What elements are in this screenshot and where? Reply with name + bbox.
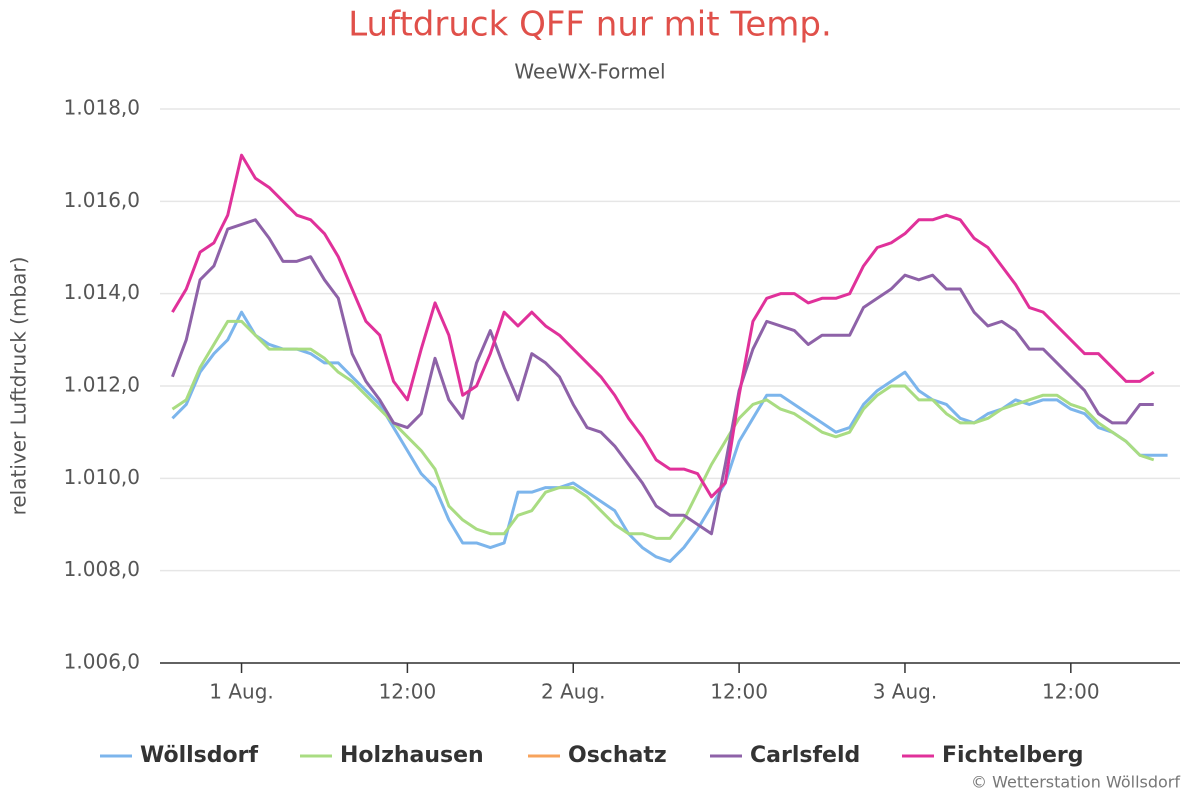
legend-label: Holzhausen (340, 743, 484, 768)
series-line (171, 319, 1155, 540)
y-tick-label: 1.014,0 (64, 280, 140, 304)
credits: © Wetterstation Wöllsdorf (971, 773, 1180, 792)
y-tick-label: 1.006,0 (64, 650, 140, 674)
x-tick-label: 2 Aug. (541, 680, 606, 704)
x-tick-label: 1 Aug. (209, 680, 274, 704)
x-tick-label: 12:00 (1042, 680, 1100, 704)
chart-title: Luftdruck QFF nur mit Temp. (348, 5, 832, 45)
chart-subtitle: WeeWX-Formel (514, 60, 665, 84)
y-tick-label: 1.010,0 (64, 465, 140, 489)
y-tick-label: 1.008,0 (64, 557, 140, 581)
legend-label: Fichtelberg (942, 743, 1084, 768)
x-tick-label: 12:00 (710, 680, 768, 704)
y-tick-label: 1.018,0 (64, 96, 140, 120)
legend-label: Carlsfeld (750, 743, 860, 768)
y-tick-label: 1.016,0 (64, 188, 140, 212)
y-axis-label: relativer Luftdruck (mbar) (7, 257, 31, 516)
x-tick-label: 3 Aug. (873, 680, 938, 704)
series-line (171, 153, 1155, 499)
legend-label: Wöllsdorf (140, 743, 258, 768)
y-tick-label: 1.012,0 (64, 373, 140, 397)
series-line (171, 310, 1168, 563)
x-tick-label: 12:00 (379, 680, 437, 704)
series-line (171, 218, 1154, 536)
legend-label: Oschatz (568, 743, 667, 768)
